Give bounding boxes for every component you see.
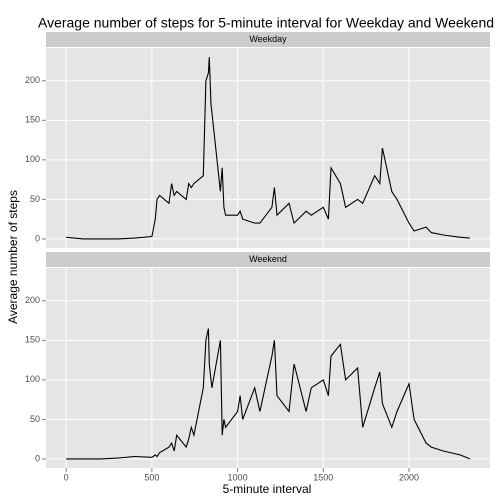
y-tick-label: 0	[35, 233, 40, 243]
chart-title: Average number of steps for 5-minute int…	[38, 15, 494, 31]
x-tick-label: 1000	[228, 472, 248, 482]
x-tick-label: 2000	[399, 472, 419, 482]
strip-label: Weekend	[249, 254, 287, 264]
y-tick-label: 50	[30, 194, 40, 204]
y-tick-label: 200	[25, 295, 40, 305]
panel-background	[46, 268, 490, 468]
series-line	[66, 328, 471, 460]
series-line	[66, 57, 470, 240]
y-tick-label: 0	[35, 453, 40, 463]
strip	[46, 252, 490, 267]
y-tick-label: 50	[30, 414, 40, 424]
y-tick-label: 150	[25, 335, 40, 345]
y-tick-label: 200	[25, 75, 40, 85]
x-tick-label: 0	[64, 472, 69, 482]
y-tick-label: 150	[25, 115, 40, 125]
y-tick-label: 100	[25, 374, 40, 384]
strip	[46, 32, 490, 47]
x-tick-label: 500	[144, 472, 159, 482]
strip-label: Weekday	[249, 34, 287, 44]
y-axis-label: Average number of steps	[6, 190, 20, 324]
x-axis-label: 5-minute interval	[223, 482, 312, 496]
y-tick-label: 100	[25, 154, 40, 164]
x-tick-label: 1500	[313, 472, 333, 482]
panel-background	[46, 48, 490, 248]
